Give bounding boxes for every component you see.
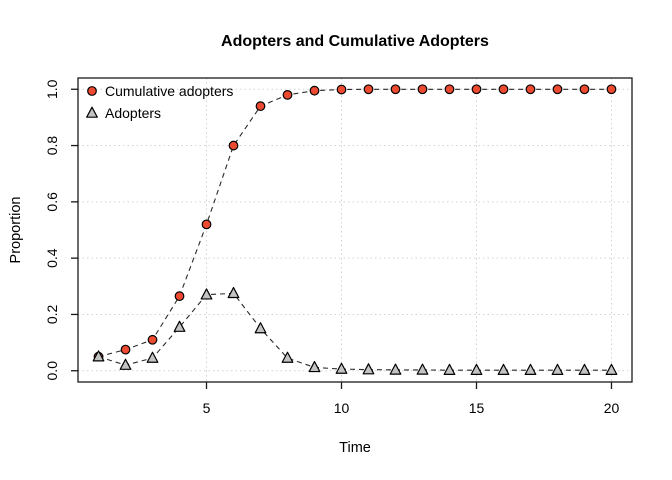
legend: Cumulative adopters Adopters xyxy=(86,83,233,121)
x-axis-title: Time xyxy=(339,440,371,456)
data-point-marker xyxy=(443,363,456,375)
data-point-marker xyxy=(146,351,159,363)
y-tick-label: 0.4 xyxy=(44,248,60,268)
data-point-marker xyxy=(200,288,213,300)
data-point-marker xyxy=(335,362,348,374)
legend-marker-triangle xyxy=(86,106,98,118)
plot-border xyxy=(77,77,633,383)
data-point-marker xyxy=(552,84,563,95)
y-tick-label: 0.0 xyxy=(44,361,60,381)
legend-label: Cumulative adopters xyxy=(105,83,233,99)
data-point-marker xyxy=(309,85,320,96)
data-point-marker xyxy=(120,344,131,355)
chart-title: Adopters and Cumulative Adopters xyxy=(221,33,489,50)
data-point-marker xyxy=(417,84,428,95)
data-point-marker xyxy=(389,363,402,375)
legend-label: Adopters xyxy=(105,105,161,121)
x-tick-label: 15 xyxy=(469,400,485,416)
x-tick-label: 20 xyxy=(604,400,620,416)
data-point-marker xyxy=(579,84,590,95)
data-point-marker xyxy=(471,84,482,95)
data-point-marker xyxy=(201,219,212,230)
data-point-marker xyxy=(282,89,293,100)
data-point-marker xyxy=(578,363,591,375)
data-point-marker xyxy=(390,84,401,95)
data-point-marker xyxy=(227,286,240,299)
data-point-marker xyxy=(444,84,455,95)
data-point-marker xyxy=(228,140,239,151)
legend-entry: Cumulative adopters xyxy=(87,83,233,99)
data-series xyxy=(92,84,618,375)
series-cumulative-adopters xyxy=(93,84,617,362)
data-point-marker xyxy=(524,363,537,375)
data-point-marker xyxy=(254,322,267,334)
data-point-marker xyxy=(147,334,158,345)
data-point-marker xyxy=(551,363,564,375)
data-point-marker xyxy=(525,84,536,95)
series-adopters xyxy=(92,286,618,375)
x-tick-label: 5 xyxy=(203,400,211,416)
data-point-marker xyxy=(174,291,185,302)
data-point-marker xyxy=(498,84,509,95)
data-point-marker xyxy=(92,350,105,362)
series-line xyxy=(98,88,612,358)
data-point-marker xyxy=(255,101,266,112)
data-point-marker xyxy=(308,360,321,373)
data-point-marker xyxy=(363,84,374,95)
data-point-marker xyxy=(497,363,510,375)
data-point-marker xyxy=(605,363,618,375)
data-point-marker xyxy=(173,320,186,332)
data-point-marker xyxy=(119,358,132,370)
data-point-marker xyxy=(470,363,483,375)
grid xyxy=(78,78,632,382)
legend-marker-circle xyxy=(87,86,97,96)
data-point-marker xyxy=(336,84,347,95)
y-axis-title: Proportion xyxy=(8,197,24,264)
legend-entry: Adopters xyxy=(86,105,161,121)
axes: 5 10 15 20 0.0 0.2 0.4 0.6 0.8 1.0 xyxy=(44,77,633,416)
x-tick-label: 10 xyxy=(334,400,350,416)
y-tick-label: 0.6 xyxy=(44,192,60,212)
data-point-marker xyxy=(606,84,617,95)
data-point-marker xyxy=(416,363,429,375)
y-tick-label: 0.8 xyxy=(44,136,60,156)
data-point-marker xyxy=(281,351,294,363)
y-tick-label: 1.0 xyxy=(44,79,60,99)
data-point-marker xyxy=(362,363,375,375)
y-tick-label: 0.2 xyxy=(44,305,60,325)
